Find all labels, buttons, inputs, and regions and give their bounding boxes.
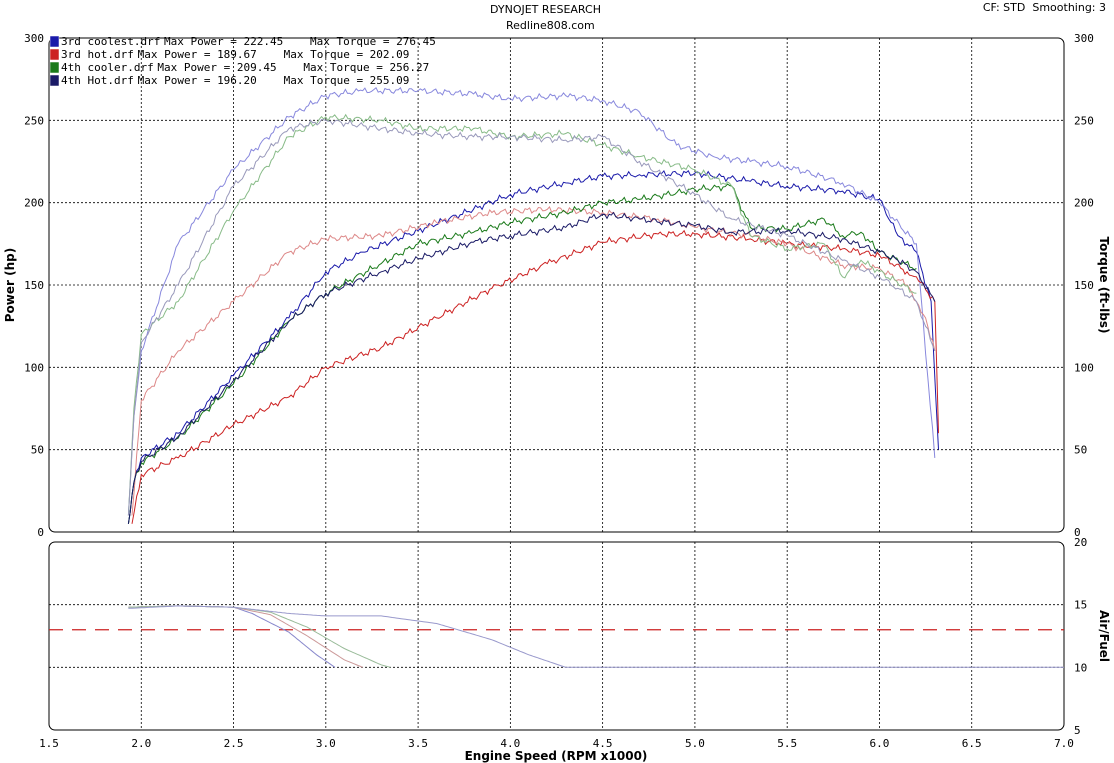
legend-max-torque: Max Torque = 276.45 xyxy=(310,35,436,48)
legend-entry-name: 3rd hot.drf xyxy=(61,48,134,61)
y-tick-label: 50 xyxy=(31,444,44,457)
y2-tick-label: 50 xyxy=(1074,444,1087,457)
afr-series xyxy=(128,605,1064,668)
x-tick-label: 5.5 xyxy=(777,737,797,750)
afr-series-line xyxy=(128,605,1064,668)
y-tick-label: 200 xyxy=(24,197,44,210)
legend-max-power: Max Power = 209.45 xyxy=(157,61,276,74)
afr-axis-label: Air/Fuel xyxy=(1097,610,1111,662)
x-axis-label: Engine Speed (RPM x1000) xyxy=(465,749,648,763)
x-tick-label: 6.5 xyxy=(962,737,982,750)
afr-tick-label: 5 xyxy=(1074,724,1081,737)
power-grid xyxy=(49,38,1064,532)
legend-max-power: Max Power = 196.20 xyxy=(138,74,257,87)
x-tick-label: 4.5 xyxy=(593,737,613,750)
chart-subtitle: Redline808.com xyxy=(506,19,595,32)
y2-tick-label: 300 xyxy=(1074,32,1094,45)
y2-tick-label: 0 xyxy=(1074,526,1081,539)
x-tick-label: 1.5 xyxy=(39,737,59,750)
legend-max-power: Max Power = 189.67 xyxy=(138,48,257,61)
x-tick-label: 4.0 xyxy=(500,737,520,750)
series-line-power xyxy=(127,211,936,524)
legend-swatch xyxy=(49,48,60,61)
series-line-torque xyxy=(127,86,936,516)
legend-max-torque: Max Torque = 255.09 xyxy=(284,74,410,87)
y-tick-label: 0 xyxy=(37,526,44,539)
x-tick-label: 3.0 xyxy=(316,737,336,750)
cf-label: CF: STD xyxy=(982,1,1026,14)
y2-tick-label: 100 xyxy=(1074,361,1094,374)
legend-max-power: Max Power = 222.45 xyxy=(164,35,283,48)
y2-axis-label: Torque (ft-lbs) xyxy=(1097,237,1111,334)
y-tick-label: 150 xyxy=(24,279,44,292)
legend-swatch xyxy=(49,35,60,48)
chart-title: DYNOJET RESEARCH xyxy=(490,3,601,16)
x-tick-label: 2.0 xyxy=(131,737,151,750)
smoothing-label: Smoothing: 3 xyxy=(1032,1,1106,14)
afr-tick-label: 20 xyxy=(1074,536,1087,549)
legend-swatch xyxy=(49,61,60,74)
series-line-torque xyxy=(127,118,936,516)
y-tick-label: 250 xyxy=(24,114,44,127)
y-tick-label: 300 xyxy=(24,32,44,45)
series-line-power xyxy=(127,169,939,524)
legend-entry-name: 4th Hot.drf xyxy=(61,74,134,87)
series-line-torque xyxy=(127,113,917,516)
legend-swatch xyxy=(49,74,60,87)
legend-entry-name: 3rd coolest.drf xyxy=(61,35,160,48)
afr-tick-label: 10 xyxy=(1074,661,1087,674)
x-tick-label: 7.0 xyxy=(1054,737,1074,750)
legend: 3rd coolest.drf Max Power = 222.45 Max Tor… xyxy=(49,35,436,87)
settings-readout: CF: STD Smoothing: 3 xyxy=(983,1,1106,14)
legend-max-torque: Max Torque = 256.27 xyxy=(303,61,429,74)
y2-tick-label: 200 xyxy=(1074,197,1094,210)
x-tick-label: 6.0 xyxy=(870,737,890,750)
y-axis-label: Power (hp) xyxy=(3,248,17,322)
afr-tick-label: 15 xyxy=(1074,599,1087,612)
power-torque-series xyxy=(127,86,939,524)
x-tick-label: 5.0 xyxy=(685,737,705,750)
x-tick-label: 3.5 xyxy=(408,737,428,750)
legend-max-torque: Max Torque = 202.09 xyxy=(284,48,410,61)
y-tick-label: 100 xyxy=(24,361,44,374)
y2-tick-label: 250 xyxy=(1074,114,1094,127)
legend-entry-name: 4th cooler.drf xyxy=(61,61,154,74)
series-line-torque xyxy=(131,205,936,516)
y2-tick-label: 150 xyxy=(1074,279,1094,292)
axis-ticks: 1.5 2.0 2.5 3.0 3.5 4.0 4.5 5.0 5.5 6.0 6.5 7.0 0 0 50… xyxy=(24,32,1094,750)
afr-plot-frame xyxy=(48,541,1065,731)
x-tick-label: 2.5 xyxy=(224,737,244,750)
